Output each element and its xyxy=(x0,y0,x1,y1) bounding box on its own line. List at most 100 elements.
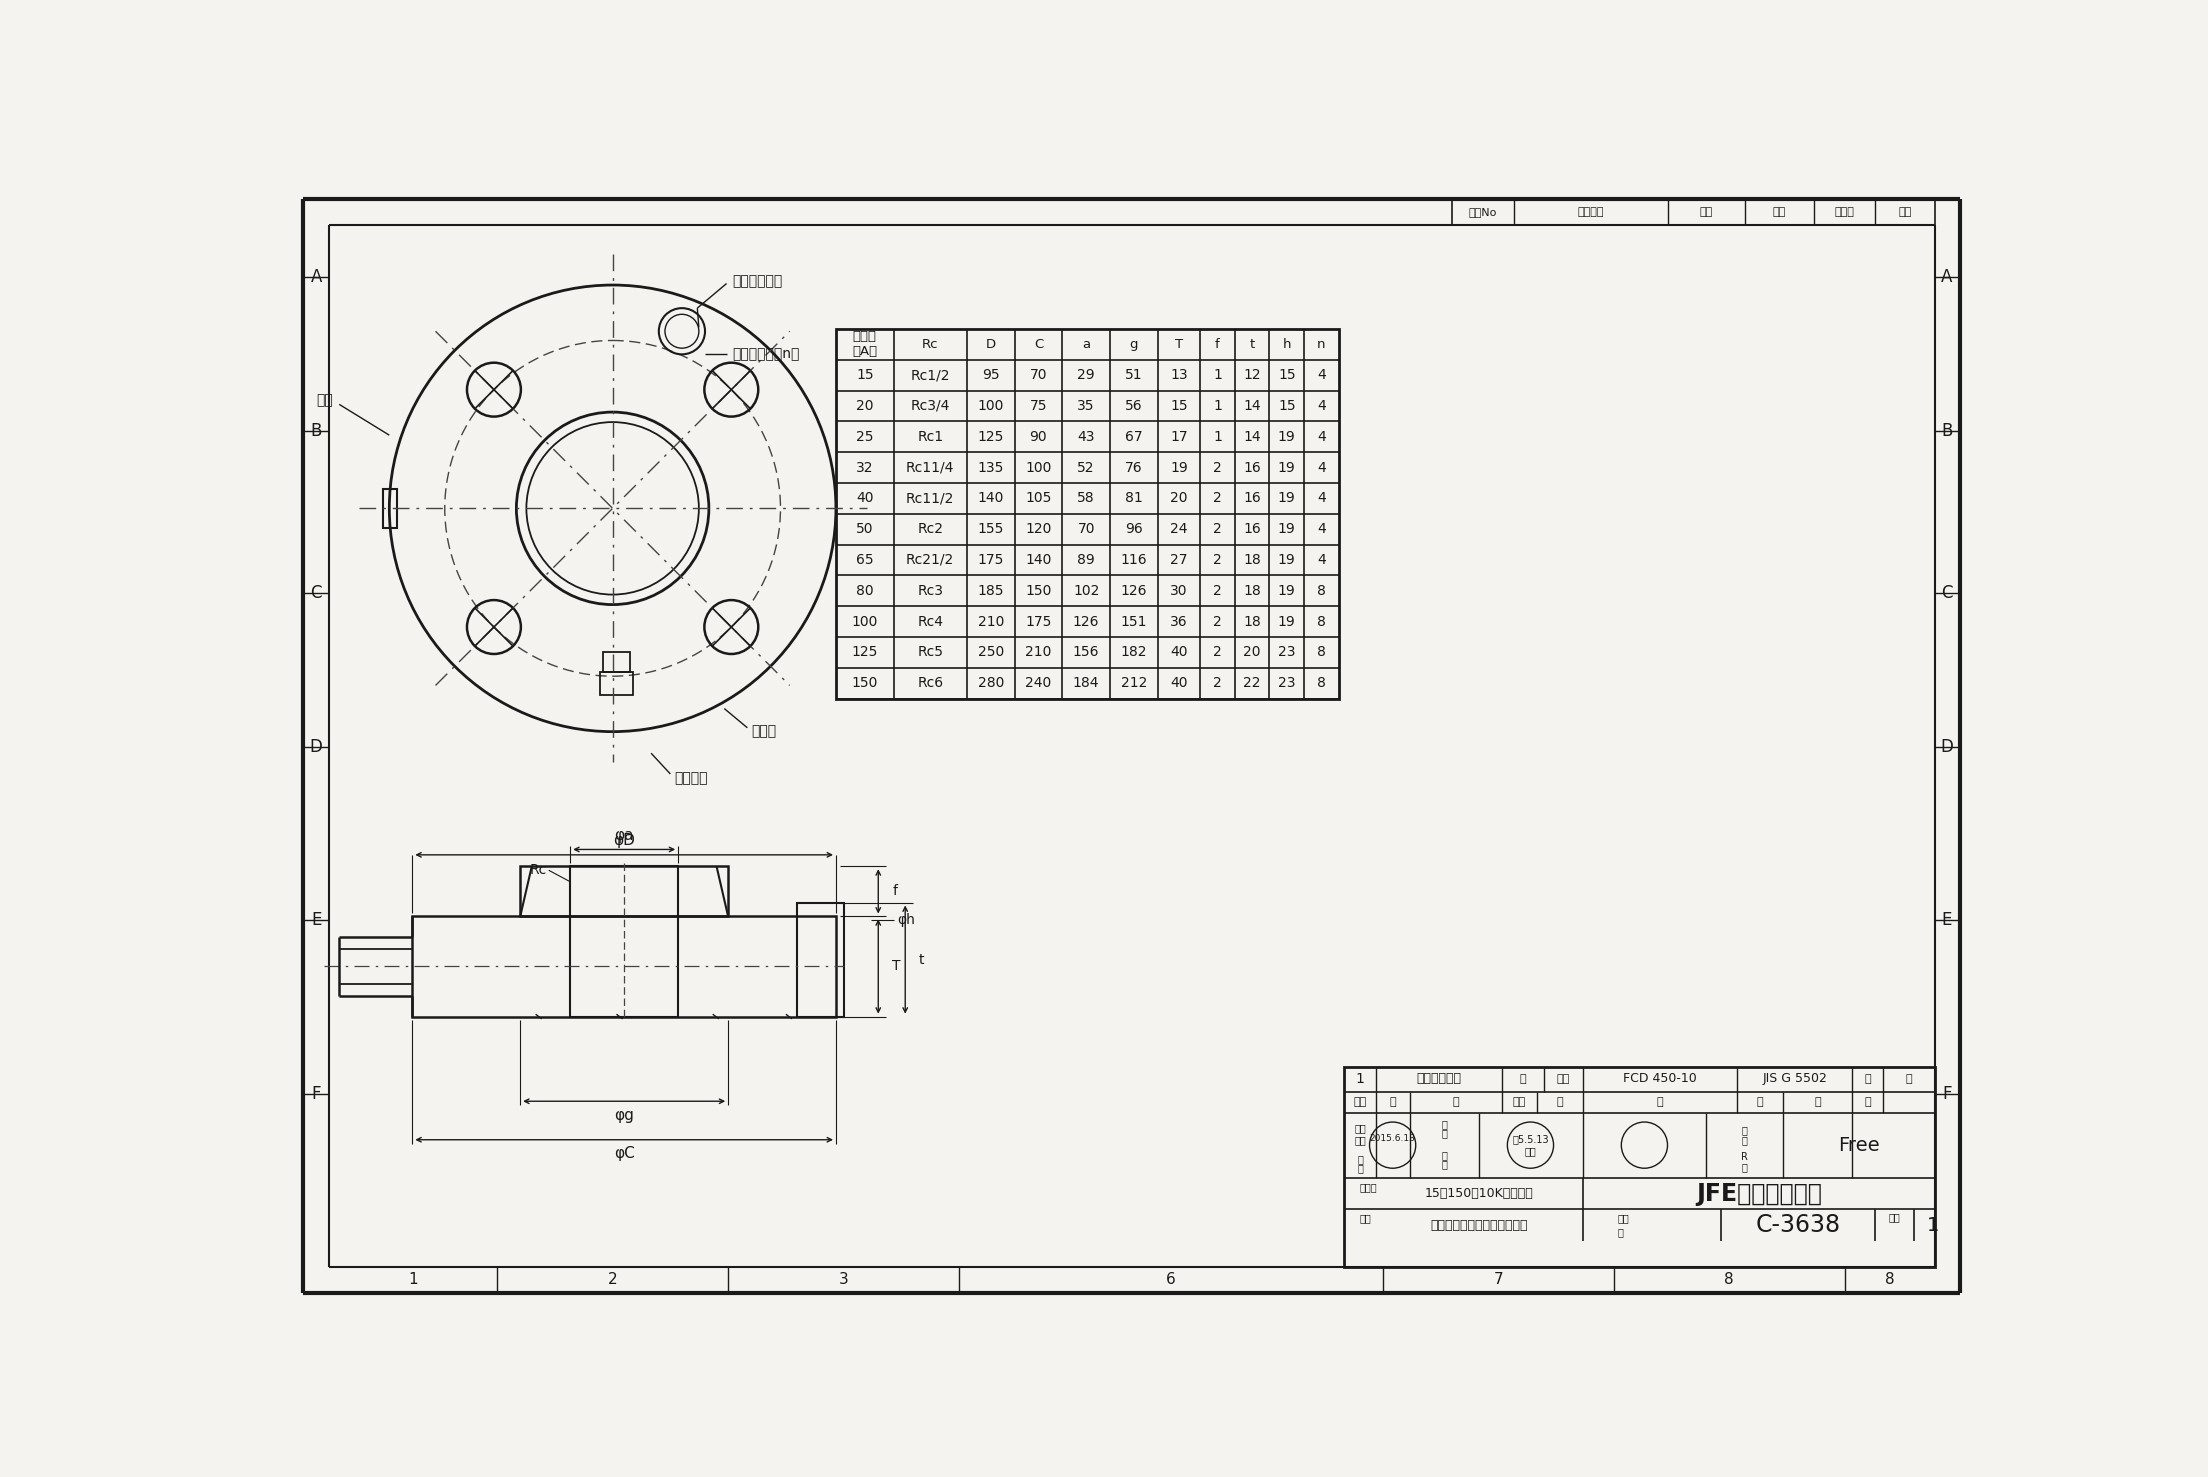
Text: 150: 150 xyxy=(852,676,879,690)
Text: 52: 52 xyxy=(1078,461,1095,474)
Text: 89: 89 xyxy=(1078,552,1095,567)
Text: 65: 65 xyxy=(857,552,874,567)
Text: D: D xyxy=(985,338,996,352)
Text: 250: 250 xyxy=(978,645,1005,659)
Text: Rc4: Rc4 xyxy=(916,614,943,629)
Text: C: C xyxy=(1941,583,1952,603)
Text: Rc11/4: Rc11/4 xyxy=(905,461,954,474)
Text: 16: 16 xyxy=(1243,492,1261,505)
Text: 156: 156 xyxy=(1073,645,1100,659)
Text: 2: 2 xyxy=(1212,614,1221,629)
Text: E: E xyxy=(311,911,322,929)
Text: 23: 23 xyxy=(1278,645,1296,659)
Text: 75: 75 xyxy=(1029,399,1047,414)
Text: 2: 2 xyxy=(1212,676,1221,690)
Text: 16: 16 xyxy=(1243,461,1261,474)
Text: 70: 70 xyxy=(1029,368,1047,383)
Text: 43: 43 xyxy=(1078,430,1095,443)
Text: 校: 校 xyxy=(1442,1120,1446,1130)
Text: 品番: 品番 xyxy=(1354,1097,1367,1106)
Text: ユビワマーク: ユビワマーク xyxy=(733,275,782,288)
Text: 50: 50 xyxy=(857,523,874,536)
Text: 20: 20 xyxy=(1243,645,1261,659)
Text: E: E xyxy=(1941,911,1952,929)
Text: B: B xyxy=(1941,422,1952,440)
Text: 2: 2 xyxy=(1212,583,1221,598)
Text: 280: 280 xyxy=(978,676,1005,690)
Text: 140: 140 xyxy=(1025,552,1051,567)
Text: 承: 承 xyxy=(1442,1151,1446,1159)
Text: 210: 210 xyxy=(978,614,1005,629)
Text: 19: 19 xyxy=(1278,552,1296,567)
Text: 19: 19 xyxy=(1278,583,1296,598)
Text: 4: 4 xyxy=(1316,399,1325,414)
Text: 1: 1 xyxy=(1928,1216,1939,1235)
Text: JIS G 5502: JIS G 5502 xyxy=(1762,1072,1826,1086)
Text: 140: 140 xyxy=(978,492,1005,505)
Text: 100: 100 xyxy=(1025,461,1051,474)
Text: 町: 町 xyxy=(1758,1097,1764,1106)
Bar xyxy=(1453,199,1936,225)
Text: Rc3: Rc3 xyxy=(916,583,943,598)
Text: Rc1/2: Rc1/2 xyxy=(910,368,949,383)
Text: 図: 図 xyxy=(1442,1128,1446,1139)
Text: 8: 8 xyxy=(1886,1272,1894,1288)
Text: 76: 76 xyxy=(1126,461,1144,474)
Text: 120: 120 xyxy=(1025,523,1051,536)
Text: D: D xyxy=(1941,738,1954,756)
Text: f: f xyxy=(892,885,896,898)
Text: D: D xyxy=(309,738,322,756)
Text: ず: ず xyxy=(1906,1074,1912,1084)
Text: 2: 2 xyxy=(1212,645,1221,659)
Text: 呼び径: 呼び径 xyxy=(1360,1183,1378,1192)
Bar xyxy=(521,867,729,916)
Text: 度: 度 xyxy=(1742,1134,1747,1145)
Text: 7: 7 xyxy=(1493,1272,1504,1288)
Text: ねじ込み式邉鉄製管フランジ: ねじ込み式邉鉄製管フランジ xyxy=(1431,1219,1528,1232)
Text: 27: 27 xyxy=(1170,552,1188,567)
Text: 14: 14 xyxy=(1243,430,1261,443)
Text: 丸町: 丸町 xyxy=(1524,1146,1537,1156)
Text: φD: φD xyxy=(614,833,636,848)
Text: JFE継手株式会社: JFE継手株式会社 xyxy=(1696,1182,1822,1205)
Text: 32: 32 xyxy=(857,461,874,474)
Text: 1: 1 xyxy=(1212,399,1221,414)
Text: Free: Free xyxy=(1839,1136,1879,1155)
Text: 15: 15 xyxy=(1278,368,1296,383)
Bar xyxy=(837,329,1338,699)
Text: φh: φh xyxy=(896,913,916,928)
Text: C: C xyxy=(311,583,322,603)
Text: 210: 210 xyxy=(1025,645,1051,659)
Text: Rc5: Rc5 xyxy=(916,645,943,659)
Text: 15: 15 xyxy=(1170,399,1188,414)
Text: Rc6: Rc6 xyxy=(916,676,943,690)
Text: 13: 13 xyxy=(1170,368,1188,383)
Text: a: a xyxy=(1082,338,1091,352)
Text: 24: 24 xyxy=(1170,523,1188,536)
Text: C-3638: C-3638 xyxy=(1755,1213,1841,1238)
Text: 加製: 加製 xyxy=(1354,1123,1367,1133)
Text: 105: 105 xyxy=(1025,492,1051,505)
Text: 155: 155 xyxy=(978,523,1005,536)
Text: 40: 40 xyxy=(857,492,874,505)
Text: t: t xyxy=(1250,338,1254,352)
Text: 19: 19 xyxy=(1278,614,1296,629)
Text: 4: 4 xyxy=(1316,368,1325,383)
Text: A: A xyxy=(311,269,322,287)
Text: 承: 承 xyxy=(1864,1097,1870,1106)
Text: 承認者: 承認者 xyxy=(1835,207,1855,217)
Text: T: T xyxy=(892,960,901,973)
Text: Rc: Rc xyxy=(530,863,548,877)
Text: 80: 80 xyxy=(857,583,874,598)
Text: 2: 2 xyxy=(1212,523,1221,536)
Text: 29: 29 xyxy=(1078,368,1095,383)
Text: 番: 番 xyxy=(1618,1227,1623,1238)
Text: 30: 30 xyxy=(1170,583,1188,598)
Text: 185: 185 xyxy=(978,583,1005,598)
Text: 承認: 承認 xyxy=(1899,207,1912,217)
Text: 4: 4 xyxy=(1316,552,1325,567)
Text: 数量: 数量 xyxy=(1557,1074,1570,1084)
Text: 8: 8 xyxy=(1316,645,1325,659)
Text: 70: 70 xyxy=(1078,523,1095,536)
Text: Rc: Rc xyxy=(923,338,938,352)
